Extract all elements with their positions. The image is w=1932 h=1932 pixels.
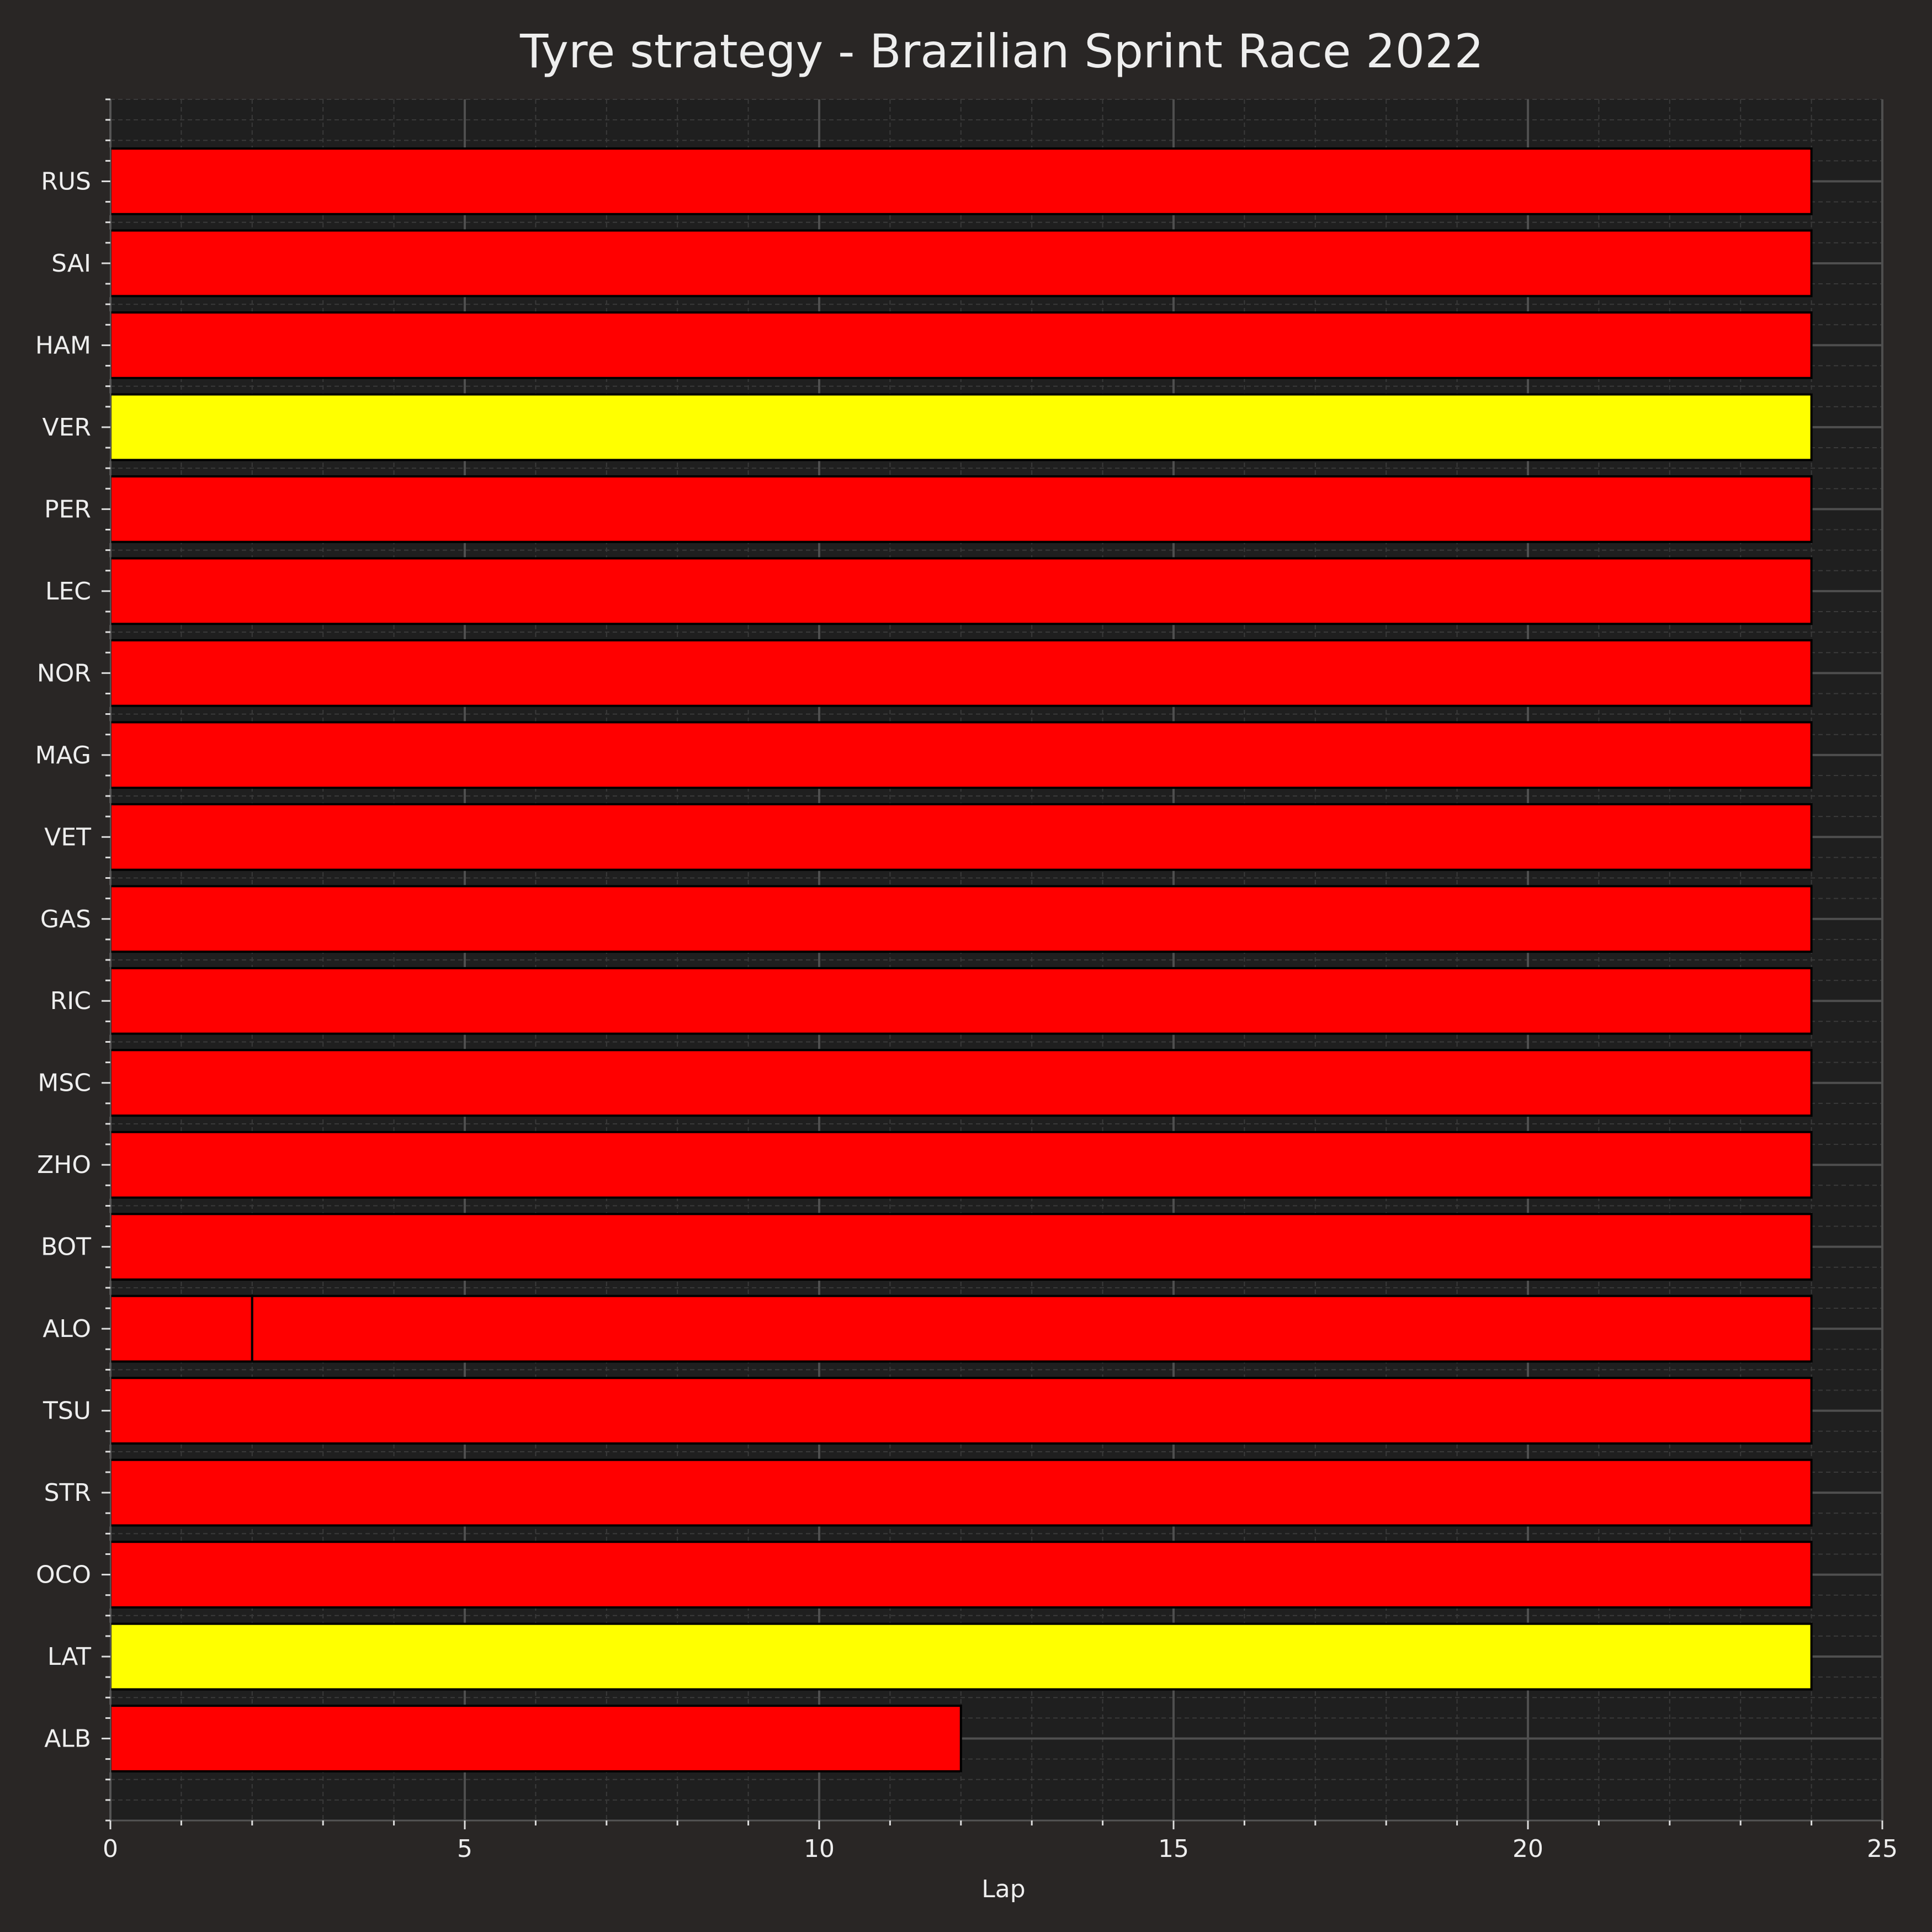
bar-ver-medium: [109, 393, 1813, 461]
axes: 0 5 10 15 20 25 RUS SAI HAM VER PER LEC NOR MAG VET GAS…: [35, 98, 1898, 1863]
y-tick-label-vet: VET: [44, 823, 91, 851]
bar-zho-soft: [109, 1130, 1813, 1199]
y-tick-label-str: STR: [44, 1479, 91, 1507]
bar-msc-soft: [109, 1049, 1813, 1117]
y-tick-label-alb: ALB: [44, 1725, 91, 1753]
y-tick-label-lat: LAT: [47, 1643, 91, 1671]
x-tick-label: 0: [103, 1835, 118, 1863]
x-tick-label: 5: [457, 1835, 473, 1863]
y-tick-label-gas: GAS: [40, 905, 91, 933]
bar-alo-soft: [251, 1294, 1813, 1363]
y-tick-label-oco: OCO: [36, 1561, 91, 1589]
y-tick-label-alo: ALO: [43, 1315, 91, 1343]
x-tick-label: 15: [1158, 1835, 1189, 1863]
bar-oco-soft: [109, 1541, 1813, 1609]
y-tick-label-msc: MSC: [38, 1069, 91, 1097]
y-tick-label-ric: RIC: [50, 987, 91, 1015]
bar-vet-soft: [109, 803, 1813, 871]
bar-alo-soft: [109, 1294, 253, 1363]
y-tick-label-nor: NOR: [37, 659, 91, 687]
bar-nor-soft: [109, 639, 1813, 707]
bar-lat-medium: [109, 1622, 1813, 1691]
bar-bot-soft: [109, 1213, 1813, 1281]
y-tick-label-ver: VER: [43, 413, 91, 442]
x-tick-label: 20: [1512, 1835, 1543, 1863]
x-tick-label: 25: [1867, 1835, 1898, 1863]
bar-sai-soft: [109, 229, 1813, 298]
y-tick-label-ham: HAM: [35, 331, 91, 359]
bar-ric-soft: [109, 967, 1813, 1035]
bar-ham-soft: [109, 311, 1813, 379]
bar-mag-soft: [109, 721, 1813, 789]
y-tick-label-sai: SAI: [51, 250, 91, 278]
y-tick-label-tsu: TSU: [43, 1397, 91, 1425]
y-tick-label-lec: LEC: [45, 577, 91, 606]
bar-per-soft: [109, 475, 1813, 543]
x-tick-label: 10: [804, 1835, 835, 1863]
bar-alb-soft: [109, 1705, 962, 1772]
bars: [109, 147, 1813, 1772]
chart-title: Tyre strategy - Brazilian Sprint Race 20…: [519, 24, 1484, 78]
y-tick-label-rus: RUS: [41, 167, 91, 195]
y-tick-label-mag: MAG: [35, 741, 91, 769]
x-axis-label: Lap: [981, 1875, 1025, 1903]
bar-rus-soft: [109, 147, 1813, 215]
y-tick-label-zho: ZHO: [37, 1151, 91, 1179]
bar-lec-soft: [109, 557, 1813, 625]
bar-tsu-soft: [109, 1377, 1813, 1445]
y-tick-label-bot: BOT: [41, 1233, 91, 1261]
y-tick-label-per: PER: [44, 495, 91, 523]
bar-str-soft: [109, 1458, 1813, 1527]
bar-gas-soft: [109, 885, 1813, 953]
